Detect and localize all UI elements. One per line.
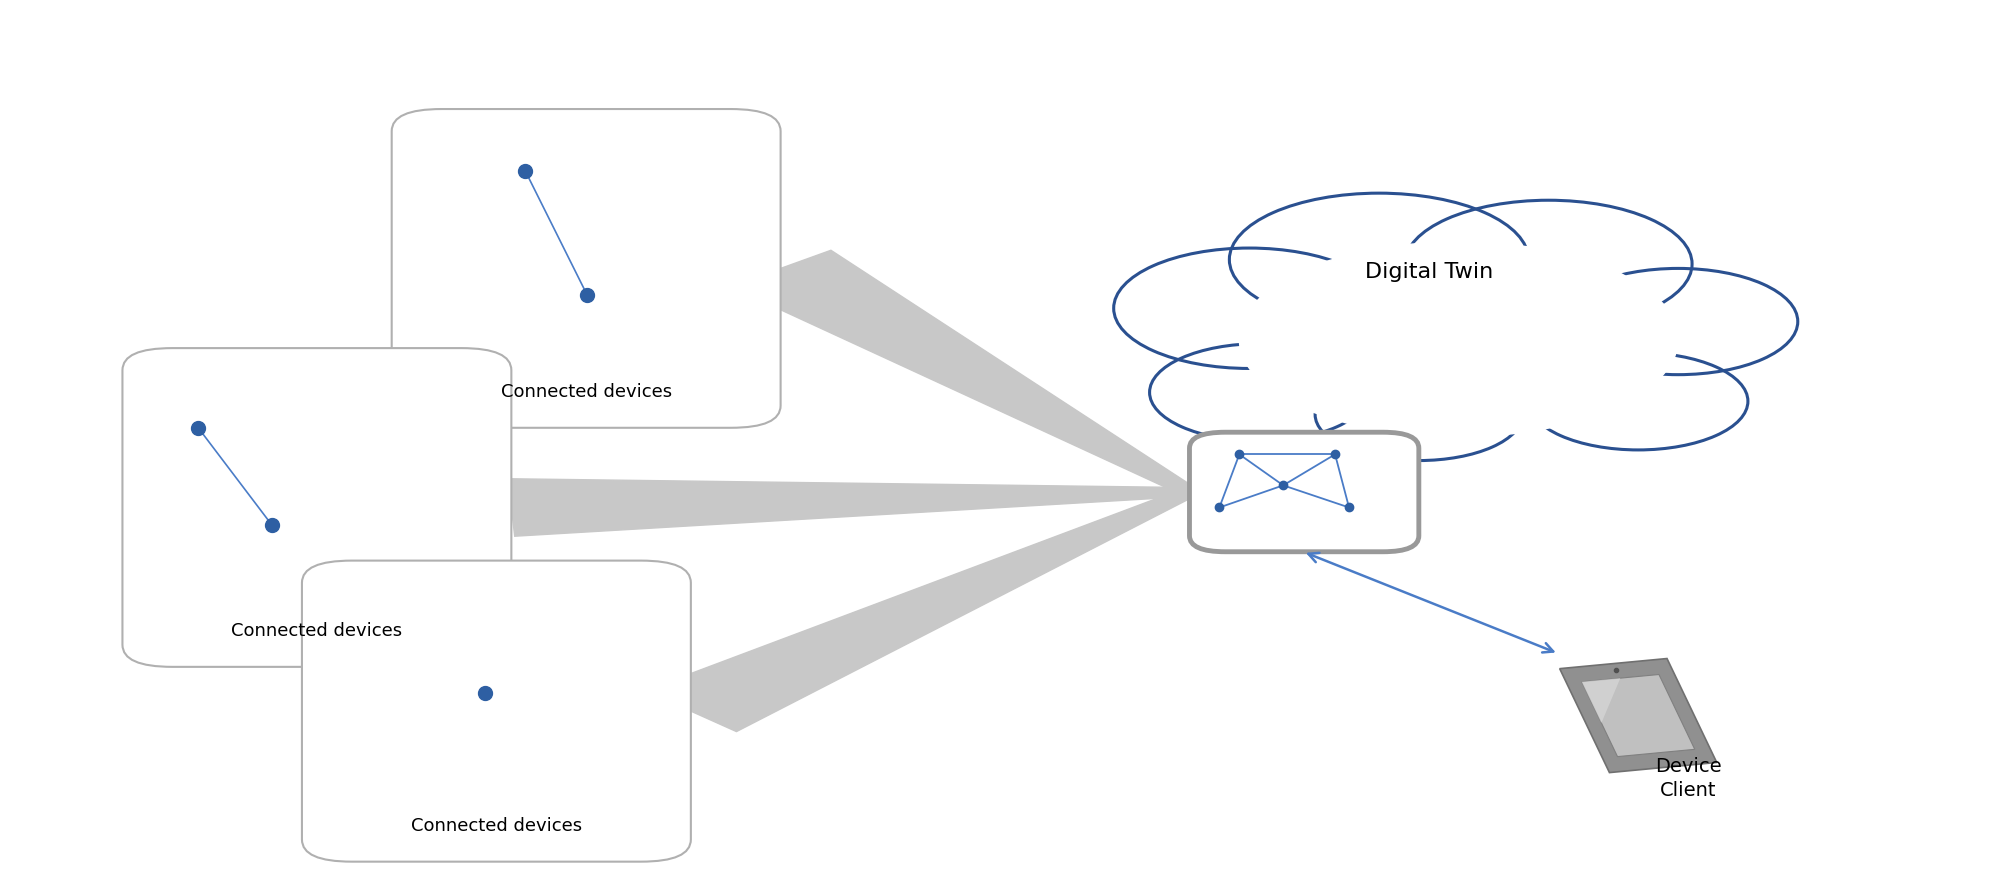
FancyBboxPatch shape bbox=[1190, 432, 1418, 552]
FancyBboxPatch shape bbox=[392, 109, 780, 428]
Polygon shape bbox=[1582, 678, 1620, 723]
Circle shape bbox=[1558, 268, 1798, 374]
Text: Connected devices: Connected devices bbox=[410, 817, 582, 835]
Circle shape bbox=[1240, 241, 1678, 437]
Polygon shape bbox=[646, 489, 1196, 732]
FancyBboxPatch shape bbox=[122, 348, 512, 666]
Circle shape bbox=[1114, 248, 1384, 369]
Text: Connected devices: Connected devices bbox=[500, 383, 672, 401]
Polygon shape bbox=[1582, 674, 1694, 756]
Polygon shape bbox=[1560, 658, 1716, 772]
Text: Connected devices: Connected devices bbox=[232, 622, 402, 641]
Circle shape bbox=[1316, 369, 1522, 461]
Text: Device
Client: Device Client bbox=[1654, 757, 1722, 800]
Circle shape bbox=[1404, 200, 1692, 328]
FancyBboxPatch shape bbox=[302, 560, 690, 862]
Polygon shape bbox=[730, 250, 1198, 495]
Circle shape bbox=[1150, 344, 1368, 441]
Circle shape bbox=[1230, 193, 1528, 326]
Circle shape bbox=[1528, 353, 1748, 450]
Text: Digital Twin: Digital Twin bbox=[1364, 262, 1492, 282]
Polygon shape bbox=[508, 478, 1190, 536]
